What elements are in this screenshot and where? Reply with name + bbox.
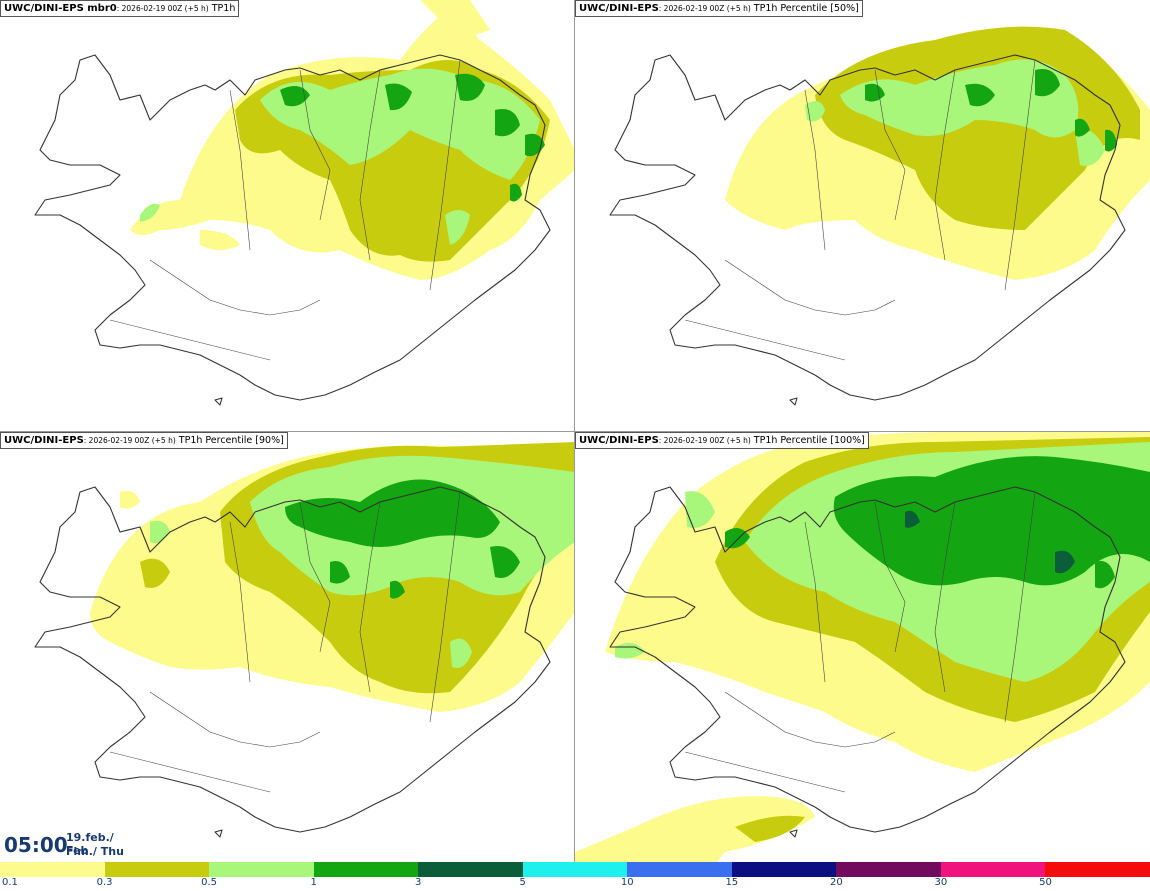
colorbar-label: 0.5 <box>201 877 218 888</box>
valid-date: 19.feb./ Feb <box>66 831 114 857</box>
panel-model: UWC/DINI-EPS <box>4 435 84 446</box>
precip-field-layer <box>725 26 1150 280</box>
panel-field: TP1h Percentile [90%] <box>175 435 284 446</box>
colorbar-segment <box>836 862 941 877</box>
colorbar-segment <box>313 862 419 877</box>
colorbar-label: 5 <box>519 877 526 888</box>
precip-map-mbr0 <box>34 0 575 406</box>
colorbar-segment <box>627 862 732 877</box>
panel-field: TP1h Percentile [100%] <box>750 435 865 446</box>
colorbar <box>0 862 1150 877</box>
colorbar-segment <box>209 862 314 877</box>
panel-model: UWC/DINI-EPS <box>579 435 659 446</box>
precip-map-p90 <box>34 442 575 838</box>
colorbar-label: 50 <box>1039 877 1052 888</box>
precip-map-p50 <box>609 26 1150 406</box>
colorbar-segment <box>418 862 523 877</box>
colorbar-label: 20 <box>829 877 843 888</box>
panel-run: : 2026-02-19 00Z (+5 h) <box>658 436 751 445</box>
valid-time-box: 05:00 19.feb./ Feb Fim./ Thu <box>0 827 140 863</box>
panel-title-mbr0: UWC/DINI-EPS mbr0: 2026-02-19 00Z (+5 h)… <box>0 0 240 17</box>
colorbar-label: 15 <box>725 877 739 888</box>
map-panel-p90: UWC/DINI-EPS: 2026-02-19 00Z (+5 h) TP1h… <box>0 432 575 864</box>
valid-time: 05:00 <box>4 833 68 857</box>
panel-divider-horizontal <box>0 431 1150 432</box>
colorbar-label: 0.3 <box>96 877 113 888</box>
boundaries <box>109 59 461 361</box>
precip-map-p100 <box>575 432 1150 864</box>
panel-divider-vertical <box>574 0 575 864</box>
coastline <box>34 486 551 838</box>
panel-model: UWC/DINI-EPS mbr0 <box>4 3 117 14</box>
panel-run: : 2026-02-19 00Z (+5 h) <box>116 4 209 13</box>
colorbar-segment <box>522 862 628 877</box>
boundaries <box>684 59 1036 361</box>
map-panel-mbr0: UWC/DINI-EPS mbr0: 2026-02-19 00Z (+5 h)… <box>0 0 575 432</box>
precip-field-layer <box>575 432 1150 864</box>
colorbar-segment <box>940 862 1046 877</box>
map-panel-p100: UWC/DINI-EPS: 2026-02-19 00Z (+5 h) TP1h… <box>575 432 1150 864</box>
map-panel-p50: UWC/DINI-EPS: 2026-02-19 00Z (+5 h) TP1h… <box>575 0 1150 432</box>
panel-run: : 2026-02-19 00Z (+5 h) <box>83 436 176 445</box>
panel-field: TP1h <box>208 3 236 14</box>
panel-title-p50: UWC/DINI-EPS: 2026-02-19 00Z (+5 h) TP1h… <box>575 0 863 17</box>
valid-weekday: Fim./ Thu <box>66 845 124 858</box>
panel-title-p90: UWC/DINI-EPS: 2026-02-19 00Z (+5 h) TP1h… <box>0 432 288 449</box>
colorbar-segment <box>0 862 105 877</box>
panel-run: : 2026-02-19 00Z (+5 h) <box>658 4 751 13</box>
colorbar-label: 0.1 <box>2 877 18 888</box>
coastline <box>609 486 1126 838</box>
colorbar-label: 3 <box>414 877 422 888</box>
precip-field-layer <box>130 0 575 280</box>
panel-field: TP1h Percentile [50%] <box>750 3 859 14</box>
colorbar-label: 10 <box>620 877 634 888</box>
panel-model: UWC/DINI-EPS <box>579 3 659 14</box>
coastline <box>609 54 1126 406</box>
colorbar-segment <box>731 862 837 877</box>
boundaries <box>684 491 1036 793</box>
coastline <box>34 54 551 406</box>
boundaries <box>109 491 461 793</box>
colorbar-label: 30 <box>934 877 948 888</box>
colorbar-label: 1 <box>310 877 317 888</box>
colorbar-segment <box>1045 862 1150 877</box>
colorbar-labels: 0.1 0.3 0.5 1 3 5 10 15 20 30 50 <box>0 877 1150 891</box>
colorbar-segment <box>104 862 210 877</box>
precip-field-layer <box>90 442 575 712</box>
panel-title-p100: UWC/DINI-EPS: 2026-02-19 00Z (+5 h) TP1h… <box>575 432 869 449</box>
